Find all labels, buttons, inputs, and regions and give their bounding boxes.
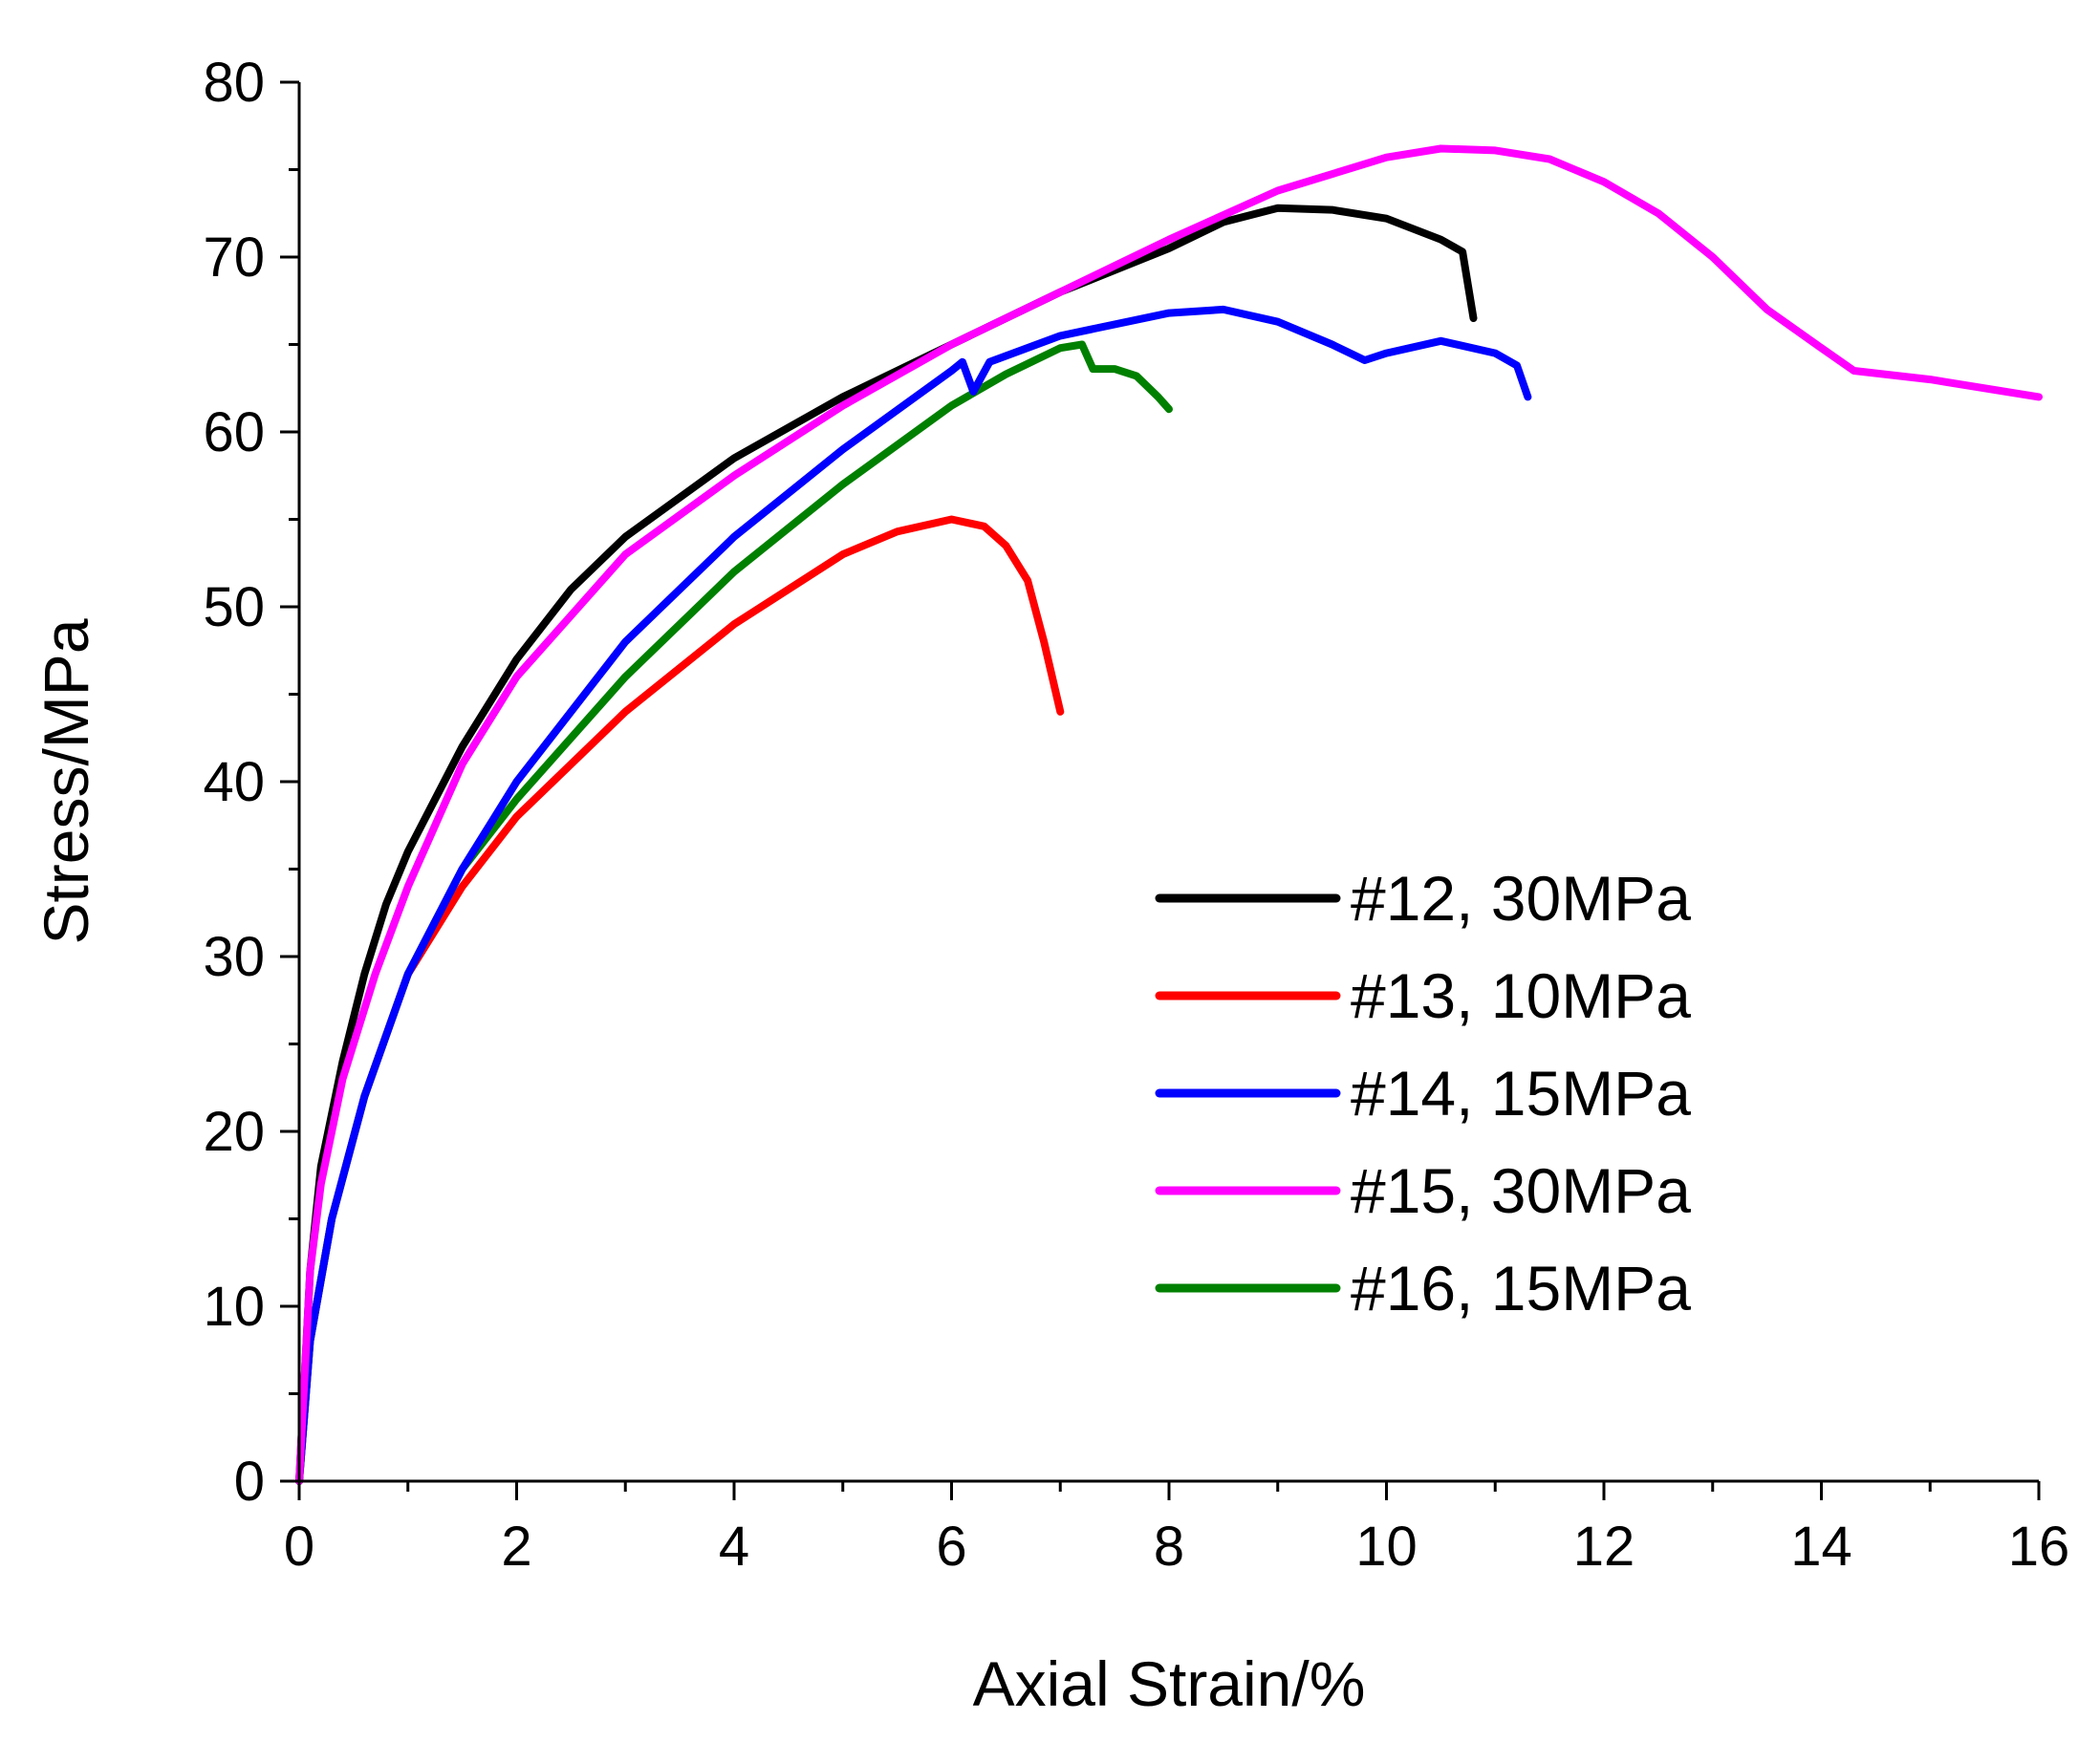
plot-area (295, 144, 2043, 1485)
y-tick-label: 60 (203, 401, 265, 463)
y-tick-label: 50 (203, 576, 265, 638)
y-tick-label: 30 (203, 926, 265, 988)
y-axis-title: Stress/MPa (31, 618, 101, 944)
x-tick-label: 8 (1154, 1516, 1184, 1578)
x-tick-label: 2 (501, 1516, 531, 1578)
y-tick-label: 0 (234, 1451, 265, 1513)
y-tick-label: 70 (203, 226, 265, 289)
x-tick-label: 6 (936, 1516, 966, 1578)
x-tick-label: 12 (1573, 1516, 1635, 1578)
x-tick-label: 4 (719, 1516, 749, 1578)
series-line-14-15mpa (295, 305, 1532, 1485)
x-tick-label: 10 (1355, 1516, 1418, 1578)
series-line-13-10mpa (295, 515, 1065, 1485)
x-tick-label: 0 (284, 1516, 314, 1578)
legend-label: #14, 15MPa (1351, 1058, 1691, 1129)
x-axis-title: Axial Strain/% (973, 1648, 1366, 1719)
y-tick-label: 10 (203, 1276, 265, 1338)
series-line-16-15mpa (295, 340, 1173, 1485)
legend-label: #15, 30MPa (1351, 1155, 1691, 1226)
x-tick-label: 16 (2008, 1516, 2070, 1578)
x-tick-label: 14 (1790, 1516, 1852, 1578)
series-line-12-30mpa (295, 204, 1478, 1485)
legend-label: #12, 30MPa (1351, 863, 1691, 934)
legend: #12, 30MPa #13, 10MPa #14, 15MPa #15, 30MPa… (1155, 863, 1691, 1323)
ticks: 0 2 4 6 8 10 12 14 16 0 10 20 30 40 50 60 70 80 (203, 52, 2069, 1578)
legend-label: #16, 15MPa (1351, 1253, 1691, 1323)
legend-label: #13, 10MPa (1351, 960, 1691, 1031)
series-line-15-30mpa (295, 144, 2043, 1485)
y-tick-label: 40 (203, 751, 265, 813)
y-tick-label: 20 (203, 1101, 265, 1163)
axes (297, 82, 2039, 1483)
y-tick-label: 80 (203, 52, 265, 114)
